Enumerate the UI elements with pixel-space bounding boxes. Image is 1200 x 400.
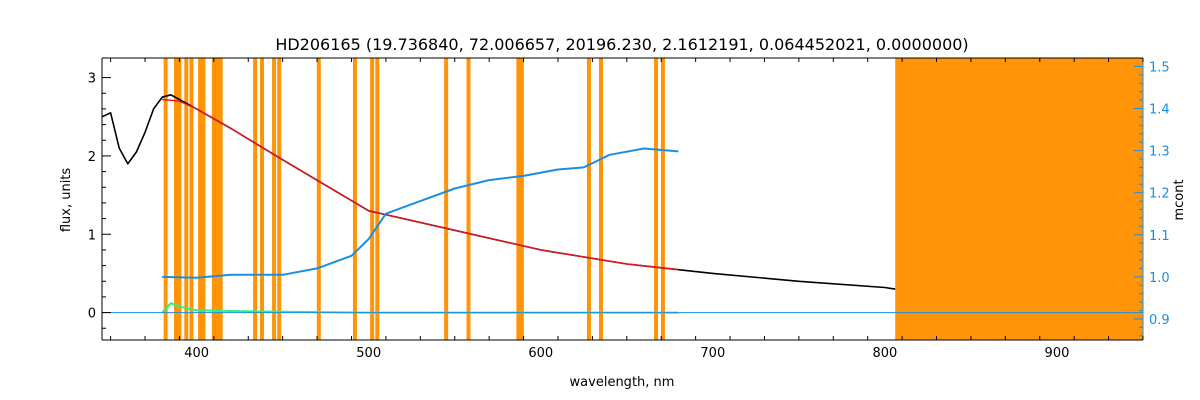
y-tick-label: 3 <box>88 72 96 87</box>
mask-band <box>215 58 220 340</box>
mask-band <box>375 58 380 340</box>
mask-band <box>184 58 189 340</box>
y2-tick-label: 0.9 <box>1149 313 1170 328</box>
mask-band <box>316 58 321 340</box>
y-tick-label: 0 <box>88 307 96 322</box>
mask-band <box>272 58 277 340</box>
mask-band <box>260 58 265 340</box>
mask-band <box>201 58 206 340</box>
y-axis-title: flux, units <box>59 168 74 233</box>
mask-band <box>654 58 659 340</box>
x-axis-title: wavelength, nm <box>570 375 675 390</box>
x-tick-label: 400 <box>184 346 209 361</box>
y2-tick-label: 1.5 <box>1149 60 1170 75</box>
mask-band <box>177 58 182 340</box>
mask-band <box>660 58 665 340</box>
mask-band <box>519 58 524 340</box>
chart-title: HD206165 (19.736840, 72.006657, 20196.23… <box>275 35 968 54</box>
mask-band <box>163 58 168 340</box>
mask-band <box>211 58 216 340</box>
mask-band <box>173 58 178 340</box>
masked-region <box>895 58 1143 340</box>
mask-band <box>516 58 521 340</box>
x-tick-label: 600 <box>528 346 553 361</box>
x-tick-label: 800 <box>872 346 897 361</box>
mask-band <box>277 58 282 340</box>
mask-band <box>466 58 471 340</box>
mask-band <box>253 58 258 340</box>
mask-band <box>598 58 603 340</box>
y2-tick-label: 1.0 <box>1149 271 1170 286</box>
mask-band <box>352 58 357 340</box>
mask-band <box>218 58 223 340</box>
series-layer <box>101 94 1143 314</box>
mask-layer <box>163 58 1143 340</box>
mask-band <box>189 58 194 340</box>
y2-tick-label: 1.3 <box>1149 145 1170 160</box>
right-axis-title: mcont <box>1172 179 1187 220</box>
y2-tick-label: 1.2 <box>1149 187 1170 202</box>
x-tick-label: 500 <box>356 346 381 361</box>
mask-band <box>370 58 375 340</box>
y2-tick-label: 1.1 <box>1149 229 1170 244</box>
x-tick-label: 900 <box>1045 346 1070 361</box>
axis-layer: 400 500 600 700 800 900 0 1 2 3 0.9 1.0 1.1 1.2 1.3 1.4… <box>88 57 1170 361</box>
y-tick-label: 2 <box>88 150 96 165</box>
y-tick-label: 1 <box>88 228 96 243</box>
y2-tick-label: 1.4 <box>1149 103 1170 118</box>
series-model <box>162 98 679 271</box>
series-mcont <box>162 147 679 279</box>
x-tick-label: 700 <box>700 346 725 361</box>
mask-band <box>444 58 449 340</box>
mask-band <box>586 58 591 340</box>
mask-band <box>198 58 203 340</box>
